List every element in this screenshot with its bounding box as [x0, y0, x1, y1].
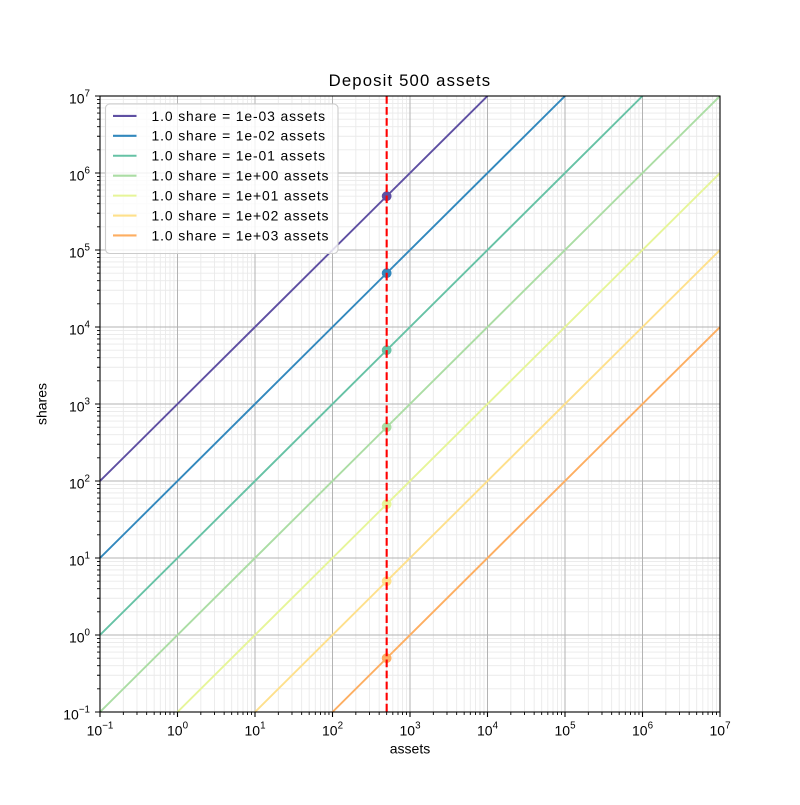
svg-text:1.0 share = 1e+03 assets: 1.0 share = 1e+03 assets — [152, 227, 330, 243]
svg-text:Deposit 500 assets: Deposit 500 assets — [329, 71, 492, 90]
svg-text:shares: shares — [34, 383, 50, 425]
svg-text:1.0 share = 1e-02 assets: 1.0 share = 1e-02 assets — [152, 128, 326, 144]
svg-text:1.0 share = 1e+01 assets: 1.0 share = 1e+01 assets — [152, 188, 330, 204]
svg-text:assets: assets — [390, 741, 430, 757]
svg-text:1.0 share = 1e-01 assets: 1.0 share = 1e-01 assets — [152, 148, 326, 164]
svg-text:1.0 share = 1e-03 assets: 1.0 share = 1e-03 assets — [152, 108, 326, 124]
svg-text:1.0 share = 1e+00 assets: 1.0 share = 1e+00 assets — [152, 168, 330, 184]
svg-text:1.0 share = 1e+02 assets: 1.0 share = 1e+02 assets — [152, 207, 330, 223]
